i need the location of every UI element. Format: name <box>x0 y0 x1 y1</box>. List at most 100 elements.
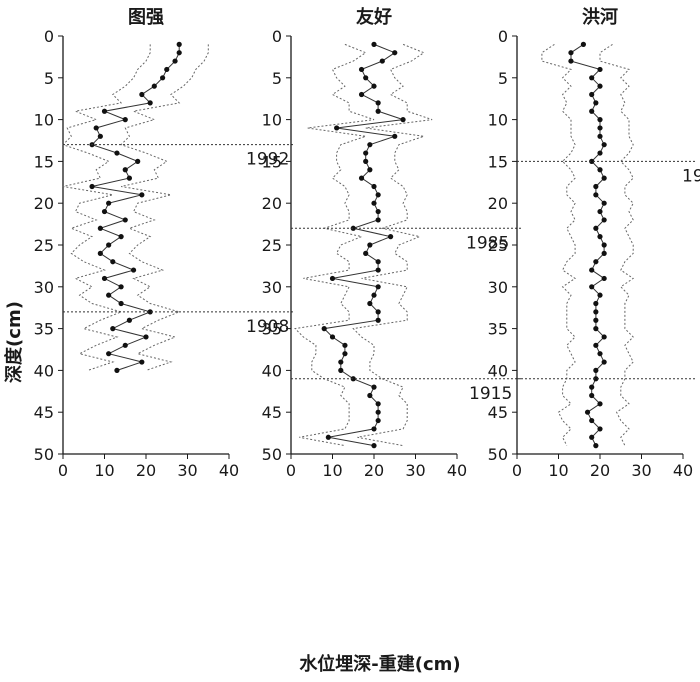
year-marker-label: 1991 <box>682 166 700 186</box>
data-point <box>593 443 599 449</box>
y-tick-label: 30 <box>262 278 282 297</box>
upper-bound-line <box>352 43 433 447</box>
data-point <box>151 83 157 89</box>
panel-title: 友好 <box>356 6 392 28</box>
data-point <box>375 100 381 106</box>
y-tick-label: 30 <box>34 278 54 297</box>
data-point <box>110 259 116 265</box>
y-tick-label: 10 <box>488 111 508 130</box>
data-point <box>106 200 112 206</box>
data-point <box>97 133 103 139</box>
data-point <box>126 175 132 181</box>
y-tick-label: 50 <box>488 445 508 464</box>
x-tick-label: 10 <box>94 461 114 480</box>
data-point <box>122 217 128 223</box>
data-point <box>329 334 336 340</box>
data-point <box>597 401 603 407</box>
x-tick-label: 0 <box>286 461 296 480</box>
data-point <box>164 66 170 73</box>
data-point <box>371 384 377 390</box>
data-point <box>371 183 377 190</box>
data-point <box>367 392 373 399</box>
y-axis-label: 深度(cm) <box>3 301 25 383</box>
data-point <box>118 300 124 307</box>
data-point <box>388 234 394 240</box>
data-point <box>97 250 103 256</box>
data-point <box>176 41 182 47</box>
data-point <box>593 367 599 373</box>
data-point <box>375 192 381 198</box>
data-point <box>338 367 344 373</box>
y-tick-label: 0 <box>44 27 54 46</box>
data-point <box>122 117 128 123</box>
x-axis-label: 水位埋深-重建(cm) <box>299 653 460 675</box>
data-point <box>93 125 99 131</box>
data-point <box>593 192 599 198</box>
x-tick-label: 30 <box>405 461 425 480</box>
data-point <box>597 234 603 240</box>
data-point <box>375 267 381 273</box>
panel-title: 图强 <box>128 7 164 28</box>
y-tick-label: 15 <box>262 152 282 171</box>
data-point <box>118 284 124 290</box>
data-point <box>363 150 369 156</box>
data-point <box>358 175 365 181</box>
data-point <box>367 142 373 148</box>
data-point <box>589 392 595 399</box>
data-point <box>110 326 116 332</box>
y-tick-label: 40 <box>488 361 508 380</box>
data-point <box>593 326 599 332</box>
year-marker-label: 1992 <box>246 150 289 170</box>
data-point <box>97 225 103 231</box>
upper-bound-line <box>599 43 635 446</box>
data-point <box>593 183 599 190</box>
data-point <box>375 409 381 415</box>
data-point <box>392 50 398 56</box>
data-point <box>601 200 607 206</box>
y-tick-label: 5 <box>44 69 54 88</box>
y-tick-label: 35 <box>488 320 508 339</box>
data-point <box>375 217 381 223</box>
data-point <box>139 359 145 365</box>
y-tick-label: 25 <box>34 236 54 255</box>
data-point <box>358 66 365 73</box>
data-point <box>160 75 166 81</box>
data-point <box>375 309 381 315</box>
data-point <box>593 376 599 382</box>
data-point <box>363 158 369 164</box>
data-point <box>589 267 595 273</box>
data-point <box>371 292 377 298</box>
x-tick-label: 40 <box>673 461 693 480</box>
data-point <box>325 434 331 440</box>
year-marker-label: 1985 <box>466 233 509 253</box>
y-tick-label: 25 <box>488 236 508 255</box>
data-point <box>176 50 182 56</box>
data-point <box>597 125 603 131</box>
data-point <box>568 58 574 64</box>
y-tick-label: 0 <box>498 27 508 46</box>
upper-bound-line <box>120 44 209 371</box>
data-point <box>568 50 574 56</box>
data-point <box>139 91 145 98</box>
data-point <box>334 125 340 131</box>
x-tick-label: 20 <box>136 461 156 480</box>
y-tick-label: 15 <box>488 152 508 171</box>
data-point <box>114 367 120 373</box>
y-tick-label: 35 <box>34 320 54 339</box>
data-point <box>375 317 381 323</box>
data-point <box>106 292 112 298</box>
data-point <box>114 150 120 156</box>
data-point <box>597 117 603 123</box>
y-tick-label: 5 <box>498 69 508 88</box>
data-point <box>106 351 112 357</box>
x-tick-label: 20 <box>590 461 610 480</box>
data-point <box>139 192 145 198</box>
data-point <box>593 309 599 315</box>
data-point <box>321 326 327 332</box>
data-point <box>363 75 369 81</box>
data-point <box>601 275 607 282</box>
y-tick-label: 10 <box>262 111 282 130</box>
data-point <box>597 426 603 432</box>
